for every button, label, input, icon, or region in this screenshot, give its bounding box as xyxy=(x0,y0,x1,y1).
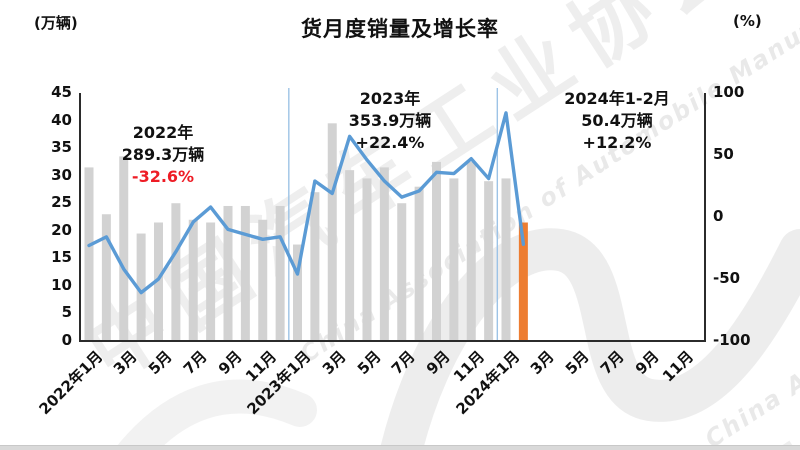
annotation-2023: 2023年 353.9万辆 +22.4% xyxy=(315,88,465,154)
x-axis-tick-3月: 3月 xyxy=(110,347,141,379)
left-axis-tick-30: 30 xyxy=(51,165,72,184)
sales-bar-2022年11月 xyxy=(258,219,268,341)
sales-bar-2022年4月 xyxy=(136,233,146,341)
sales-bar-2023年10月 xyxy=(449,178,459,341)
x-axis-tick-9月: 9月 xyxy=(631,347,663,379)
sales-bar-2023年6月 xyxy=(379,167,389,341)
sales-bar-2023年4月 xyxy=(345,170,355,341)
sales-bar-2022年8月 xyxy=(206,222,216,341)
sales-bar-2022年3月 xyxy=(119,156,129,341)
sales-bar-2023年12月 xyxy=(484,181,494,341)
annotation-2022: 2022年 289.3万辆 -32.6% xyxy=(88,122,238,188)
left-axis-tick-35: 35 xyxy=(51,138,72,157)
annotation-2023-total: 353.9万辆 xyxy=(348,111,432,130)
sales-bar-2023年8月 xyxy=(414,186,424,341)
annotation-2024: 2024年1-2月 50.4万辆 +12.2% xyxy=(522,88,712,154)
annotation-2024-period: 2024年1-2月 xyxy=(564,89,670,108)
right-axis-unit: (%) xyxy=(733,12,762,30)
x-axis-tick-11月: 11月 xyxy=(658,347,697,386)
x-axis-tick-3月: 3月 xyxy=(318,347,350,379)
growth-line xyxy=(87,111,526,295)
sales-bar-2023年3月 xyxy=(327,123,337,341)
sales-bar-2023年11月 xyxy=(466,161,476,341)
sales-bar-2022年6月 xyxy=(171,203,181,341)
annotation-2022-year: 2022年 xyxy=(132,123,194,142)
sales-bar-2022年5月 xyxy=(154,222,163,341)
left-axis-unit: (万辆) xyxy=(34,14,78,32)
annotation-2022-total: 289.3万辆 xyxy=(121,145,205,164)
slide-footer-strip xyxy=(0,445,800,450)
annotation-2022-growth: -32.6% xyxy=(131,167,195,186)
x-axis-tick-7月: 7月 xyxy=(388,347,419,379)
sales-bar-2022年9月 xyxy=(223,205,233,341)
sales-bar-2023年1月 xyxy=(293,244,302,341)
sales-bar-2022年10月 xyxy=(240,205,250,341)
sales-bar-2022年7月 xyxy=(188,219,198,341)
x-axis-tick-5月: 5月 xyxy=(144,347,176,379)
left-axis-tick-25: 25 xyxy=(51,193,72,212)
right-axis-tick-100: 100 xyxy=(713,83,745,101)
sales-bar-2022年12月 xyxy=(275,205,285,341)
x-axis-tick-5月: 5月 xyxy=(353,347,385,379)
annotation-2023-year: 2023年 xyxy=(359,89,421,108)
x-axis-tick-9月: 9月 xyxy=(214,347,246,379)
sales-bar-2023年5月 xyxy=(362,178,372,341)
x-axis-tick-7月: 7月 xyxy=(596,347,628,379)
sales-bar-2023年2月 xyxy=(310,192,320,341)
right-axis-tick-0: 0 xyxy=(713,207,724,225)
annotation-2023-growth: +22.4% xyxy=(355,133,425,152)
right-axis-tick--100: -100 xyxy=(713,331,751,349)
right-axis-tick--50: -50 xyxy=(713,269,741,287)
left-axis-tick-15: 15 xyxy=(51,248,72,267)
sales-bar-2024年1月 xyxy=(501,178,511,341)
left-axis-tick-10: 10 xyxy=(51,275,72,294)
left-axis-tick-40: 40 xyxy=(51,110,72,129)
sales-bar-2024年2月 xyxy=(518,222,528,341)
chart-title: 货月度销量及增长率 xyxy=(301,17,499,41)
annotation-2024-total: 50.4万辆 xyxy=(581,111,653,130)
x-axis-tick-3月: 3月 xyxy=(527,347,558,379)
annotation-2024-growth: +12.2% xyxy=(582,133,652,152)
x-axis-tick-2022年1月: 2022年1月 xyxy=(35,347,107,419)
x-axis-tick-7月: 7月 xyxy=(179,347,211,379)
x-axis-tick-9月: 9月 xyxy=(422,347,454,379)
sales-bar-2023年7月 xyxy=(397,203,407,341)
left-axis-tick-45: 45 xyxy=(51,83,72,101)
left-axis-tick-0: 0 xyxy=(61,331,72,349)
right-axis-tick-50: 50 xyxy=(713,145,734,163)
x-axis-tick-5月: 5月 xyxy=(561,347,593,379)
sales-bar-2023年9月 xyxy=(432,161,441,341)
left-axis-tick-20: 20 xyxy=(51,220,72,239)
sales-bar-2022年2月 xyxy=(101,214,111,341)
sales-bar-2022年1月 xyxy=(84,167,94,341)
left-axis-tick-5: 5 xyxy=(61,303,72,322)
